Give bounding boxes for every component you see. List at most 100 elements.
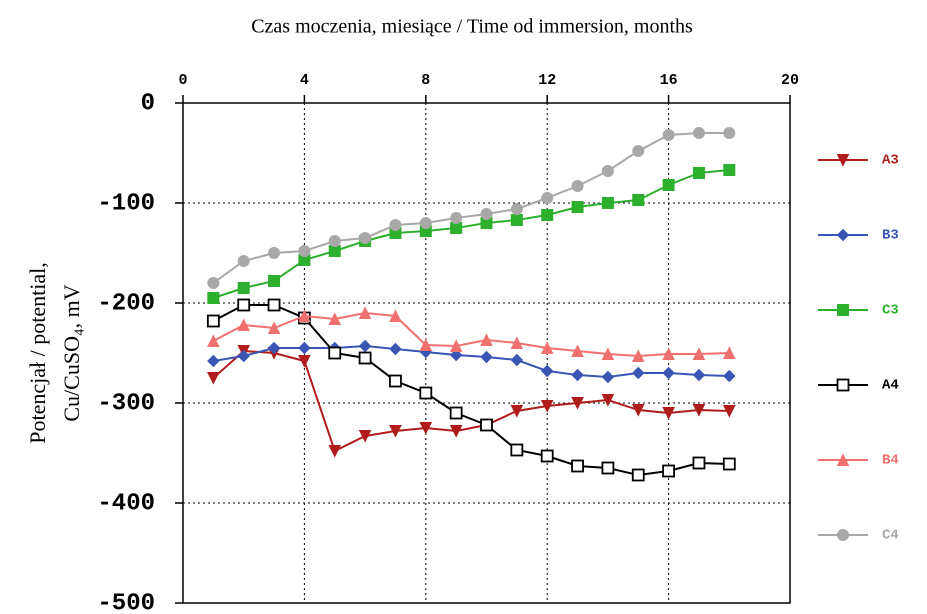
marker <box>328 346 342 360</box>
marker <box>571 397 584 410</box>
marker <box>692 368 706 382</box>
series-line <box>213 169 730 299</box>
marker <box>510 405 524 418</box>
marker <box>837 304 849 316</box>
y-tick-label: -200 <box>97 290 155 317</box>
marker <box>662 366 675 380</box>
marker <box>389 374 402 388</box>
marker <box>571 180 584 192</box>
marker <box>298 341 311 355</box>
marker <box>450 222 463 234</box>
legend-label: A4 <box>882 378 899 394</box>
marker <box>449 425 463 438</box>
marker <box>723 369 736 383</box>
y-tick-label: 0 <box>141 90 155 117</box>
marker <box>692 404 706 417</box>
legend-item: A3 <box>818 153 899 169</box>
marker <box>692 167 705 179</box>
series-line <box>212 349 730 453</box>
y-tick-label: -400 <box>97 490 155 517</box>
marker <box>207 292 220 304</box>
marker <box>722 457 736 471</box>
marker <box>480 418 493 432</box>
marker <box>632 145 645 157</box>
marker <box>722 346 736 359</box>
y-label-line: Cu/CuSO₄, mV <box>59 284 84 421</box>
marker <box>632 366 645 380</box>
marker <box>237 318 251 331</box>
series <box>207 127 736 289</box>
x-tick-label: 12 <box>538 72 556 89</box>
marker <box>662 179 675 191</box>
marker <box>207 277 220 289</box>
legend-item: A4 <box>818 378 899 394</box>
marker <box>540 364 554 378</box>
marker <box>601 347 615 360</box>
marker <box>268 275 281 287</box>
marker <box>267 341 281 355</box>
marker <box>480 333 493 346</box>
legend-label: B3 <box>882 228 899 244</box>
marker <box>541 192 554 204</box>
y-tick-label: -100 <box>97 190 155 217</box>
marker <box>571 459 584 473</box>
marker <box>419 422 433 435</box>
marker <box>389 425 402 438</box>
series-line <box>212 311 730 358</box>
marker <box>601 370 615 384</box>
marker <box>631 349 645 362</box>
marker <box>480 350 493 364</box>
marker <box>723 127 736 139</box>
marker <box>389 342 402 356</box>
marker <box>631 468 645 482</box>
series-line <box>212 132 730 284</box>
chart-title: Czas moczenia, miesiące / Time od immers… <box>251 16 693 38</box>
marker <box>692 127 705 139</box>
marker <box>237 255 250 267</box>
marker <box>541 209 554 221</box>
marker <box>510 336 524 349</box>
marker <box>571 201 584 213</box>
y-label-line: Potencjał / potential, <box>25 262 50 443</box>
legend-item: C4 <box>818 528 899 544</box>
marker <box>540 449 554 463</box>
marker <box>358 430 372 443</box>
marker <box>601 197 614 209</box>
marker <box>298 245 311 257</box>
series <box>207 339 736 384</box>
marker <box>267 321 281 334</box>
marker <box>449 339 463 352</box>
series <box>206 298 736 482</box>
series-line <box>212 304 730 477</box>
legend-item: B4 <box>818 453 899 469</box>
marker <box>206 314 220 328</box>
x-tick-label: 16 <box>660 72 678 89</box>
marker <box>449 406 463 420</box>
legend-label: B4 <box>882 453 899 469</box>
marker <box>836 154 850 167</box>
marker <box>419 217 432 229</box>
marker <box>358 351 372 365</box>
marker <box>328 312 342 325</box>
marker <box>207 354 220 368</box>
y-label: Potencjał / potential, Cu/CuSO₄, mV <box>25 262 84 443</box>
marker <box>328 235 341 247</box>
marker <box>510 353 524 367</box>
legend-item: C3 <box>818 303 899 319</box>
marker <box>722 405 736 418</box>
marker <box>662 347 675 360</box>
marker <box>480 208 493 220</box>
marker <box>449 348 463 362</box>
legend-label: C3 <box>882 303 899 319</box>
plot-frame <box>182 102 791 604</box>
marker <box>723 164 736 176</box>
marker <box>510 203 523 215</box>
series <box>207 345 736 458</box>
x-tick-label: 0 <box>178 72 187 89</box>
marker <box>662 129 675 141</box>
marker <box>662 464 675 478</box>
marker <box>237 349 250 363</box>
marker <box>328 445 342 458</box>
marker <box>389 309 402 322</box>
